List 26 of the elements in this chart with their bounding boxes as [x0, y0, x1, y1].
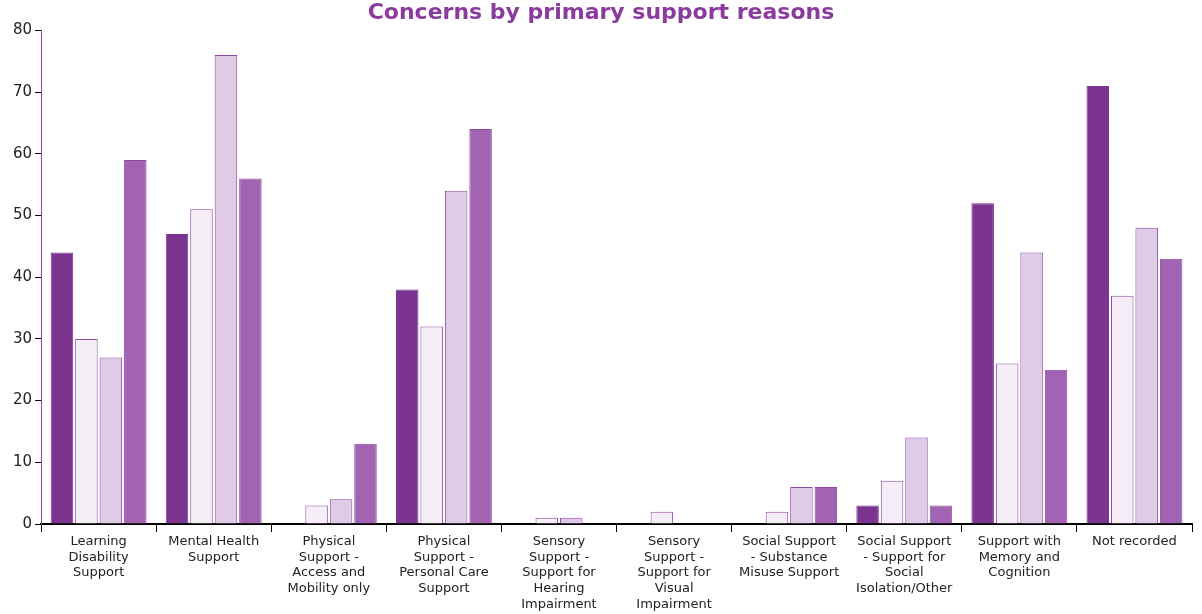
bar: [1086, 85, 1110, 524]
chart-title: Concerns by primary support reasons: [367, 0, 835, 24]
x-tick-label: Physical Support - Personal Care Support: [399, 533, 489, 595]
y-tick-label: 60: [12, 143, 33, 162]
x-tick-label: Mental Health Support: [168, 533, 260, 564]
x-tick-label: Sensory Support - Support for Hearing Impairment: [521, 533, 597, 611]
y-tick-label: 40: [12, 267, 33, 286]
x-tick-label: Physical Support - Access and Mobility only: [287, 533, 371, 595]
x-tick-label: Social Support - Substance Misuse Support: [739, 533, 840, 580]
x-tick-label: Sensory Support - Support for Visual Impairment: [636, 533, 712, 611]
bar: [971, 203, 994, 524]
y-tick-label: 0: [22, 513, 33, 532]
bar: [395, 289, 419, 524]
y-tick-label: 50: [12, 205, 33, 224]
x-tick-label: Support with Memory and Cognition: [977, 533, 1061, 580]
y-tick-label: 20: [12, 390, 33, 409]
x-tick-label: Learning Disability Support: [68, 533, 130, 580]
y-tick-label: 80: [12, 20, 33, 39]
bar: [50, 252, 74, 524]
y-tick-label: 10: [12, 452, 33, 471]
y-tick-label: 70: [12, 81, 33, 100]
x-tick-label: Not recorded: [1092, 533, 1177, 549]
x-tick-label: Social Support - Support for Social Isolation/Other: [856, 533, 954, 595]
bar: [165, 234, 189, 524]
bar: [856, 505, 879, 524]
y-tick-label: 30: [12, 328, 33, 347]
